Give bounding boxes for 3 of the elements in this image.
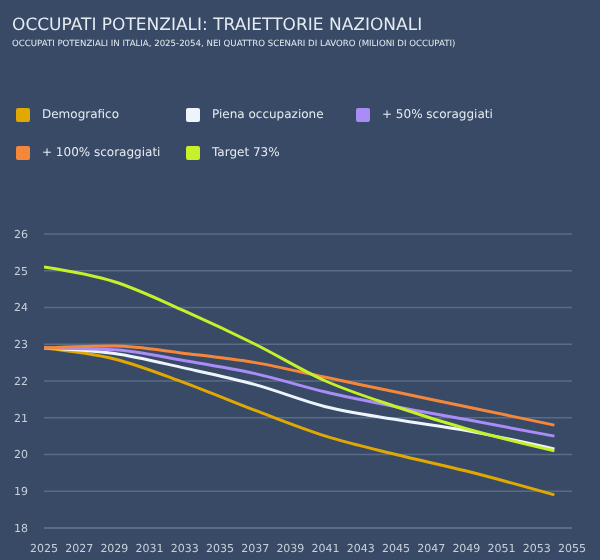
line-series [44, 265, 556, 453]
line-series [44, 346, 556, 497]
chart-title: OCCUPATI POTENZIALI: TRAIETTORIE NAZIONALI [12, 16, 423, 36]
